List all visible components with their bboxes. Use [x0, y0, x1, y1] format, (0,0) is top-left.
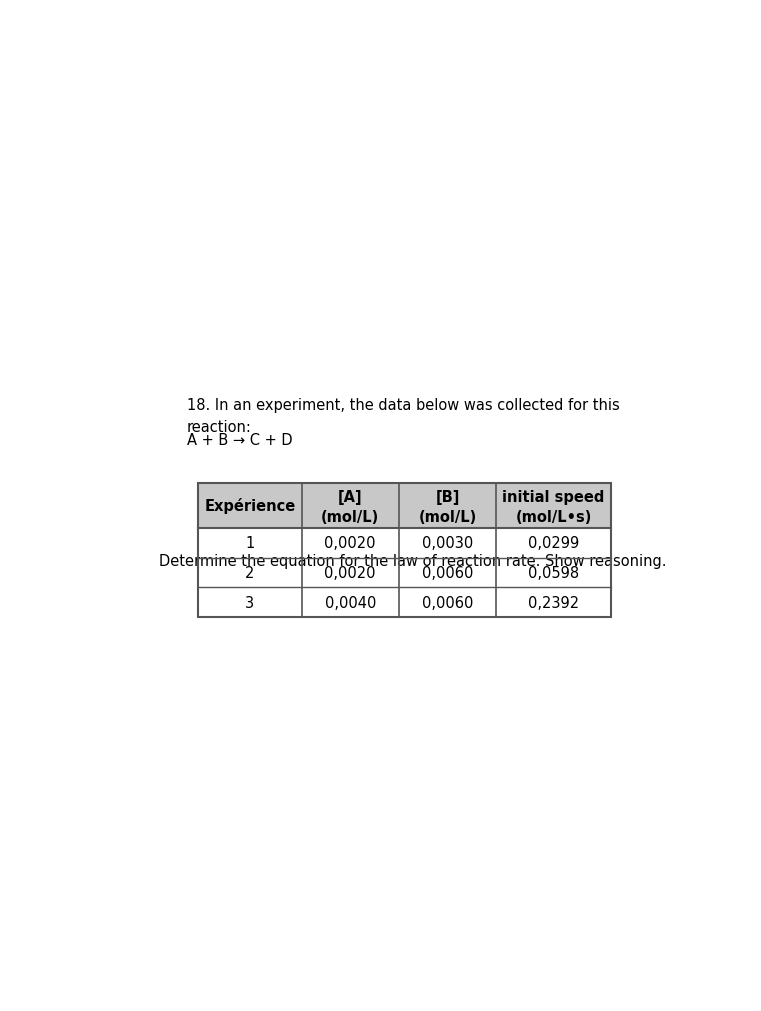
Bar: [199, 483, 611, 529]
Text: (mol/L): (mol/L): [321, 510, 379, 525]
Text: initial speed: initial speed: [502, 489, 605, 504]
Text: 0,0020: 0,0020: [324, 565, 376, 580]
Text: 0,0060: 0,0060: [422, 594, 473, 610]
Text: [B]: [B]: [435, 489, 460, 504]
Text: 2: 2: [245, 565, 255, 580]
Text: reaction:: reaction:: [186, 420, 251, 435]
Text: (mol/L): (mol/L): [419, 510, 476, 525]
Text: A + B → C + D: A + B → C + D: [186, 433, 292, 448]
Text: 0,2392: 0,2392: [528, 594, 579, 610]
Text: 3: 3: [245, 594, 254, 610]
Text: Determine the equation for the law of reaction rate. Show reasoning.: Determine the equation for the law of re…: [159, 553, 667, 568]
Text: [A]: [A]: [338, 489, 362, 504]
Text: 0,0598: 0,0598: [528, 565, 579, 580]
Bar: [199, 483, 611, 617]
Text: Expérience: Expérience: [204, 497, 295, 514]
Text: 0,0020: 0,0020: [324, 536, 376, 551]
Text: 0,0040: 0,0040: [324, 594, 376, 610]
Text: 18. In an experiment, the data below was collected for this: 18. In an experiment, the data below was…: [186, 397, 619, 412]
Text: 0,0299: 0,0299: [528, 536, 579, 551]
Text: 0,0060: 0,0060: [422, 565, 473, 580]
Text: 1: 1: [245, 536, 255, 551]
Text: (mol/L•s): (mol/L•s): [515, 510, 592, 525]
Text: 0,0030: 0,0030: [422, 536, 473, 551]
